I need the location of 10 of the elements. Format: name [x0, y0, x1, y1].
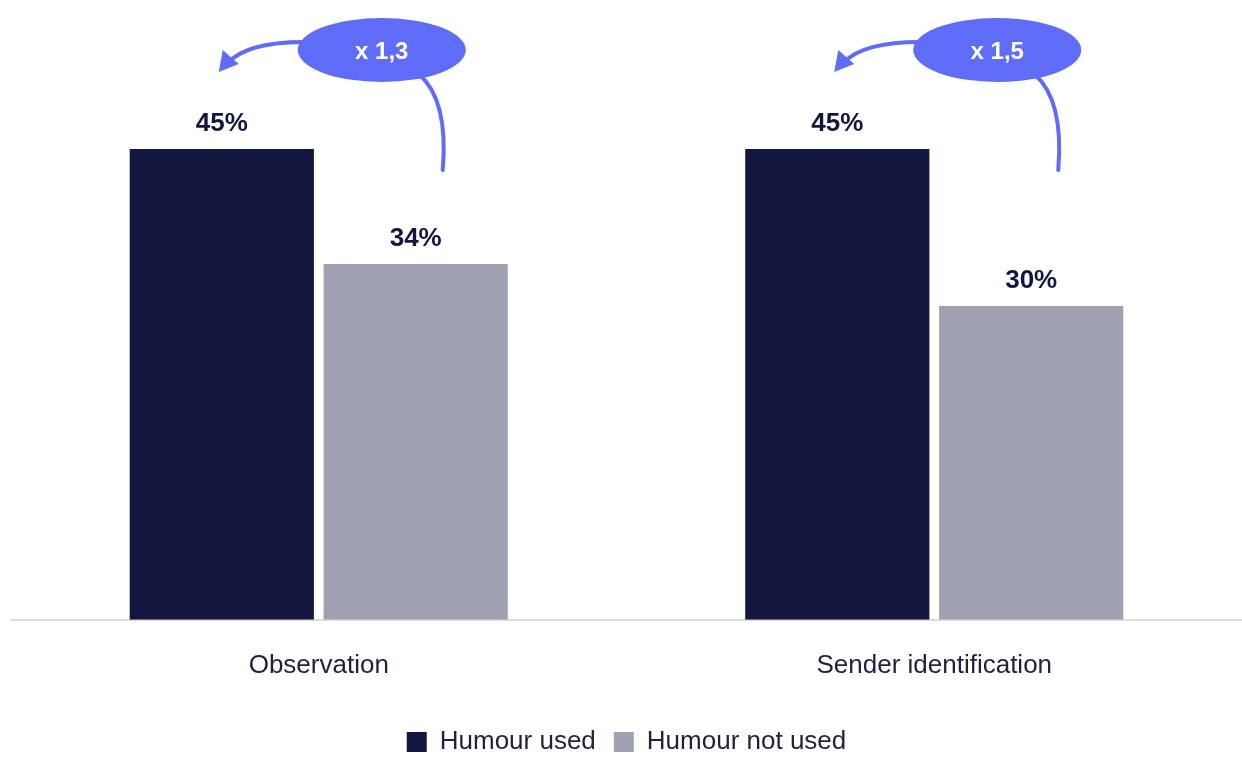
data-label: 30% [1005, 264, 1058, 295]
legend-label: Humour not used [646, 725, 847, 756]
legend-label: Humour used [439, 725, 596, 756]
x-tick-label: Observation [248, 648, 389, 679]
data-label: 45% [195, 107, 248, 138]
text: x 1,3 [355, 37, 409, 64]
x-tick-label: Sender identification [816, 648, 1053, 679]
data-label: 45% [811, 107, 864, 138]
data-label: 34% [389, 222, 442, 253]
text: x 1,5 [970, 37, 1024, 64]
